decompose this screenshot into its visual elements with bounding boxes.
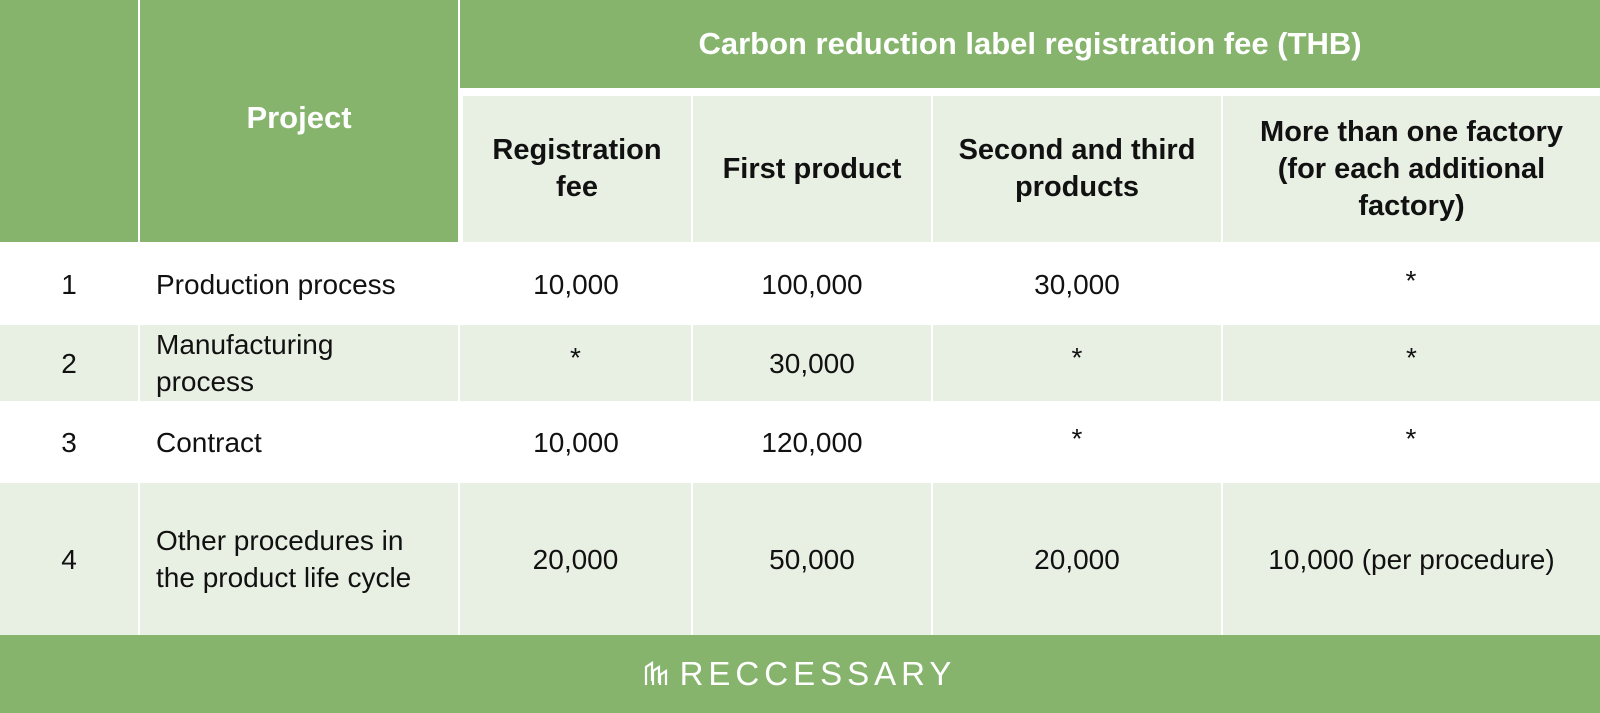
subheader-registration-fee: Registration fee: [463, 96, 691, 242]
row-more-factory: *: [1405, 264, 1417, 296]
subheader-second-third-products: Second and third products: [933, 96, 1221, 242]
brand-name: RECCESSARY: [679, 655, 957, 692]
row-project: Production process: [156, 268, 396, 300]
subheader-second-third-label: Second and third products: [958, 134, 1196, 203]
row-registration-fee: 10,000: [533, 426, 619, 458]
row-number: 2: [0, 325, 138, 401]
row-project: Other procedures in the product life cyc…: [140, 483, 458, 635]
subheader-more-factory-label: More than one factory (for each addition…: [1260, 115, 1563, 222]
header-project-label: Project: [246, 100, 352, 135]
row-registration-fee: 10,000: [533, 268, 619, 300]
row-registration-fee: *: [460, 325, 691, 401]
header-group-label: Carbon reduction label registration fee …: [698, 26, 1362, 61]
subheader-more-than-one-factory: More than one factory (for each addition…: [1223, 96, 1600, 242]
row-number: 1: [61, 268, 77, 300]
row-number: 4: [0, 483, 138, 635]
row-more-factory: 10,000 (per procedure): [1223, 483, 1600, 635]
subheader-first-product-label: First product: [722, 152, 902, 185]
row-first-product: 30,000: [693, 325, 931, 401]
row-first-product: 120,000: [761, 426, 863, 458]
header-project: Project: [140, 0, 458, 242]
reccessary-logo-icon: [644, 660, 668, 687]
row-more-factory: *: [1223, 325, 1600, 401]
row-more-factory: *: [1405, 422, 1417, 454]
row-second-third: *: [1071, 422, 1083, 454]
row-second-third: 20,000: [933, 483, 1221, 635]
row-project: Contract: [156, 426, 262, 458]
row-number: 3: [61, 426, 77, 458]
row-project: Manufacturing process: [140, 325, 458, 401]
row-second-third: *: [933, 325, 1221, 401]
header-number-cell: [0, 0, 138, 242]
subheader-registration-fee-label: Registration fee: [492, 134, 662, 203]
row-first-product: 50,000: [693, 483, 931, 635]
subheader-first-product: First product: [693, 96, 931, 242]
row-first-product: 100,000: [761, 268, 863, 300]
footer-brand-bar: RECCESSARY: [0, 635, 1600, 713]
row-second-third: 30,000: [1034, 268, 1120, 300]
row-registration-fee: 20,000: [460, 483, 691, 635]
header-group: Carbon reduction label registration fee …: [460, 0, 1600, 88]
